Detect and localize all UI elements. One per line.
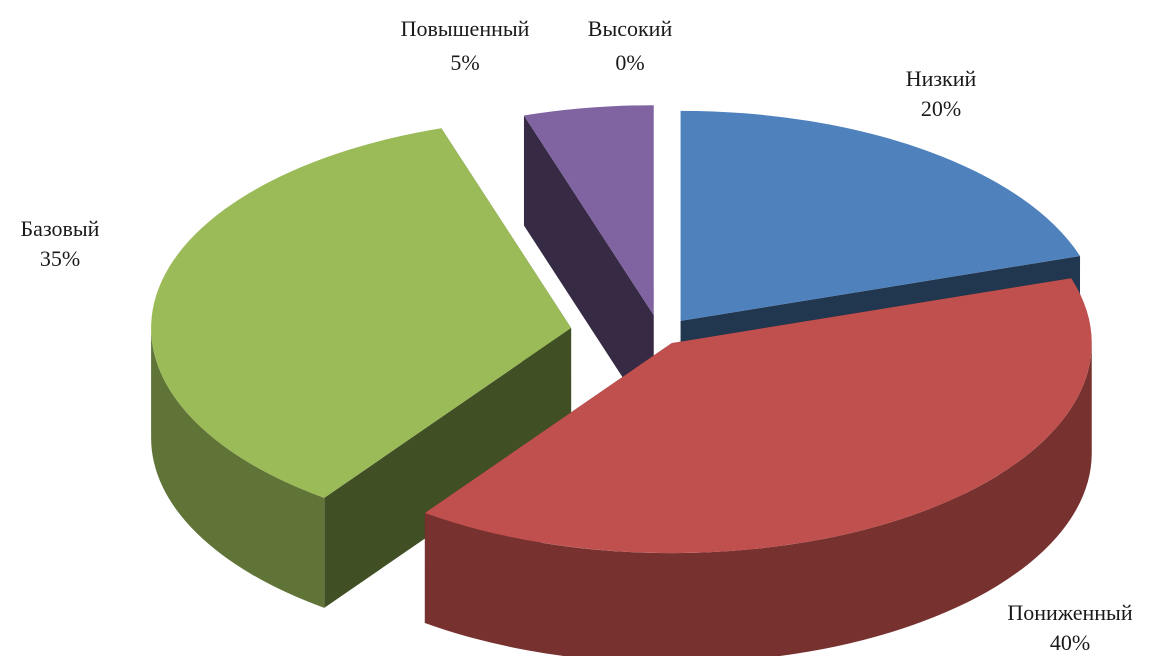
pie-slice-edge xyxy=(424,343,1092,656)
slice-name-label: Повышенный xyxy=(401,16,530,41)
pie-slice xyxy=(151,128,572,608)
slice-value-label: 35% xyxy=(40,246,80,271)
slice-name-label: Пониженный xyxy=(1007,600,1132,625)
pie-slice-edge xyxy=(151,327,325,608)
slice-name-label: Высокий xyxy=(588,16,673,41)
slice-value-label: 20% xyxy=(921,96,961,121)
slice-value-label: 0% xyxy=(615,50,644,75)
pie-slice xyxy=(424,278,1092,656)
slice-name-label: Низкий xyxy=(906,66,977,91)
slice-value-label: 40% xyxy=(1050,630,1090,655)
pie-slice-top xyxy=(680,110,1081,321)
slice-name-label: Базовый xyxy=(21,216,100,241)
slice-value-label: 5% xyxy=(450,50,479,75)
pie-slice-top xyxy=(151,128,572,498)
pie-slice-wall xyxy=(523,115,654,426)
pie-slice-top xyxy=(424,278,1092,554)
pie-labels-group: Низкий 20% Пониженный 40% Базовый 35% По… xyxy=(21,16,1133,655)
pie-slice-top xyxy=(523,105,654,316)
pie-slices-group xyxy=(151,105,1092,656)
pie-slice xyxy=(523,105,654,426)
pie-slice-wall xyxy=(324,327,572,608)
